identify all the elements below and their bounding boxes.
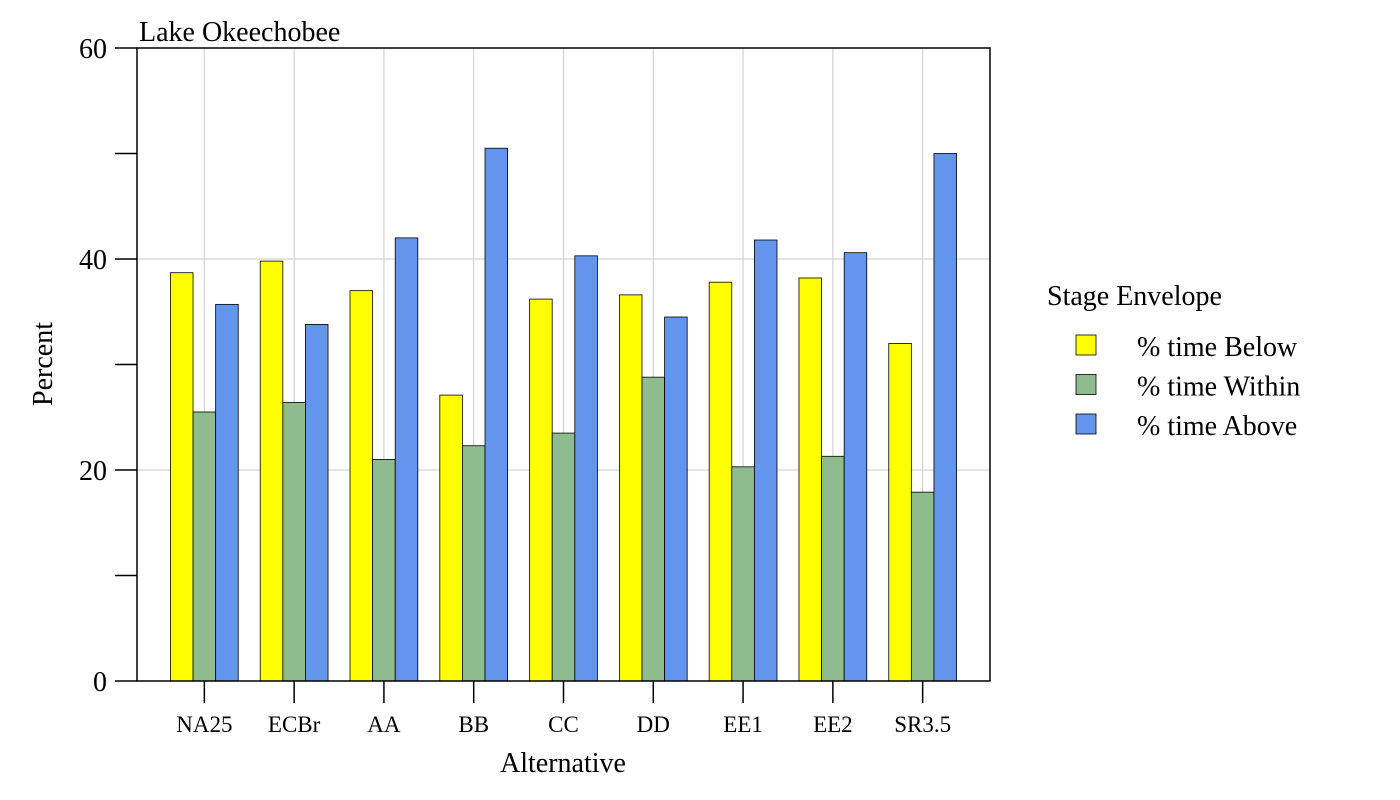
x-tick-label: EE1 (723, 712, 763, 737)
bar-aa-series-2 (372, 459, 396, 682)
bar-cc-series-3 (574, 255, 598, 682)
legend-label: % time Within (1137, 372, 1300, 403)
bar-ecbr-series-3 (305, 324, 329, 682)
legend-label: % time Above (1137, 411, 1297, 442)
legend: Stage Envelope % time Below % time Within… (1047, 281, 1300, 442)
bars (170, 147, 957, 682)
bar-dd-series-1 (618, 294, 643, 682)
bar-ee2-series-3 (843, 252, 868, 682)
legend-swatch (1075, 334, 1097, 356)
x-tick-label: DD (637, 712, 670, 737)
bar-bb-series-3 (484, 147, 509, 682)
y-tick-label: 60 (79, 34, 107, 65)
legend-title: Stage Envelope (1047, 281, 1222, 312)
bar-aa-series-1 (349, 290, 374, 682)
bar-ee1-series-3 (753, 239, 778, 682)
x-tick-label: SR3.5 (894, 712, 951, 737)
bar-dd-series-3 (664, 316, 688, 682)
bar-bb-series-1 (439, 394, 463, 682)
bar-sr3-5-series-3 (933, 153, 957, 682)
y-tick-label: 20 (79, 456, 107, 487)
x-tick-label: CC (548, 712, 579, 737)
x-tick-label: NA25 (176, 712, 232, 737)
x-tick-label: AA (367, 712, 401, 737)
x-tick-label: BB (458, 712, 489, 737)
bar-cc-series-2 (551, 432, 576, 682)
bar-na25-series-2 (192, 411, 217, 682)
bar-cc-series-1 (529, 298, 553, 682)
legend-label: % time Below (1137, 332, 1298, 363)
bar-ecbr-series-1 (259, 260, 284, 682)
bar-sr3-5-series-1 (888, 342, 912, 682)
y-tick-label: 40 (79, 245, 107, 276)
axes: 0 20 40 60 NA25 ECBr AA BB CC DD EE1 EE2 SR3.5 (79, 34, 951, 737)
legend-swatch (1075, 413, 1097, 435)
x-axis-label: Alternative (500, 748, 626, 779)
x-tick-label: EE2 (813, 712, 853, 737)
bar-ee2-series-2 (821, 455, 845, 682)
bar-bb-series-2 (462, 445, 486, 682)
bar-aa-series-3 (394, 237, 419, 682)
legend-swatch (1075, 374, 1097, 395)
bar-dd-series-2 (641, 376, 665, 682)
bar-sr3-5-series-2 (910, 491, 935, 682)
bar-ee2-series-1 (798, 277, 822, 682)
bar-na25-series-1 (170, 272, 194, 682)
y-axis-label: Percent (28, 322, 59, 406)
bar-ecbr-series-2 (282, 402, 306, 682)
x-tick-label: ECBr (268, 712, 321, 737)
bar-ee1-series-2 (731, 466, 755, 682)
y-tick-label: 0 (93, 667, 107, 698)
bar-ee1-series-1 (708, 281, 733, 682)
chart-title: Lake Okeechobee (139, 17, 340, 48)
bar-na25-series-3 (215, 303, 239, 682)
